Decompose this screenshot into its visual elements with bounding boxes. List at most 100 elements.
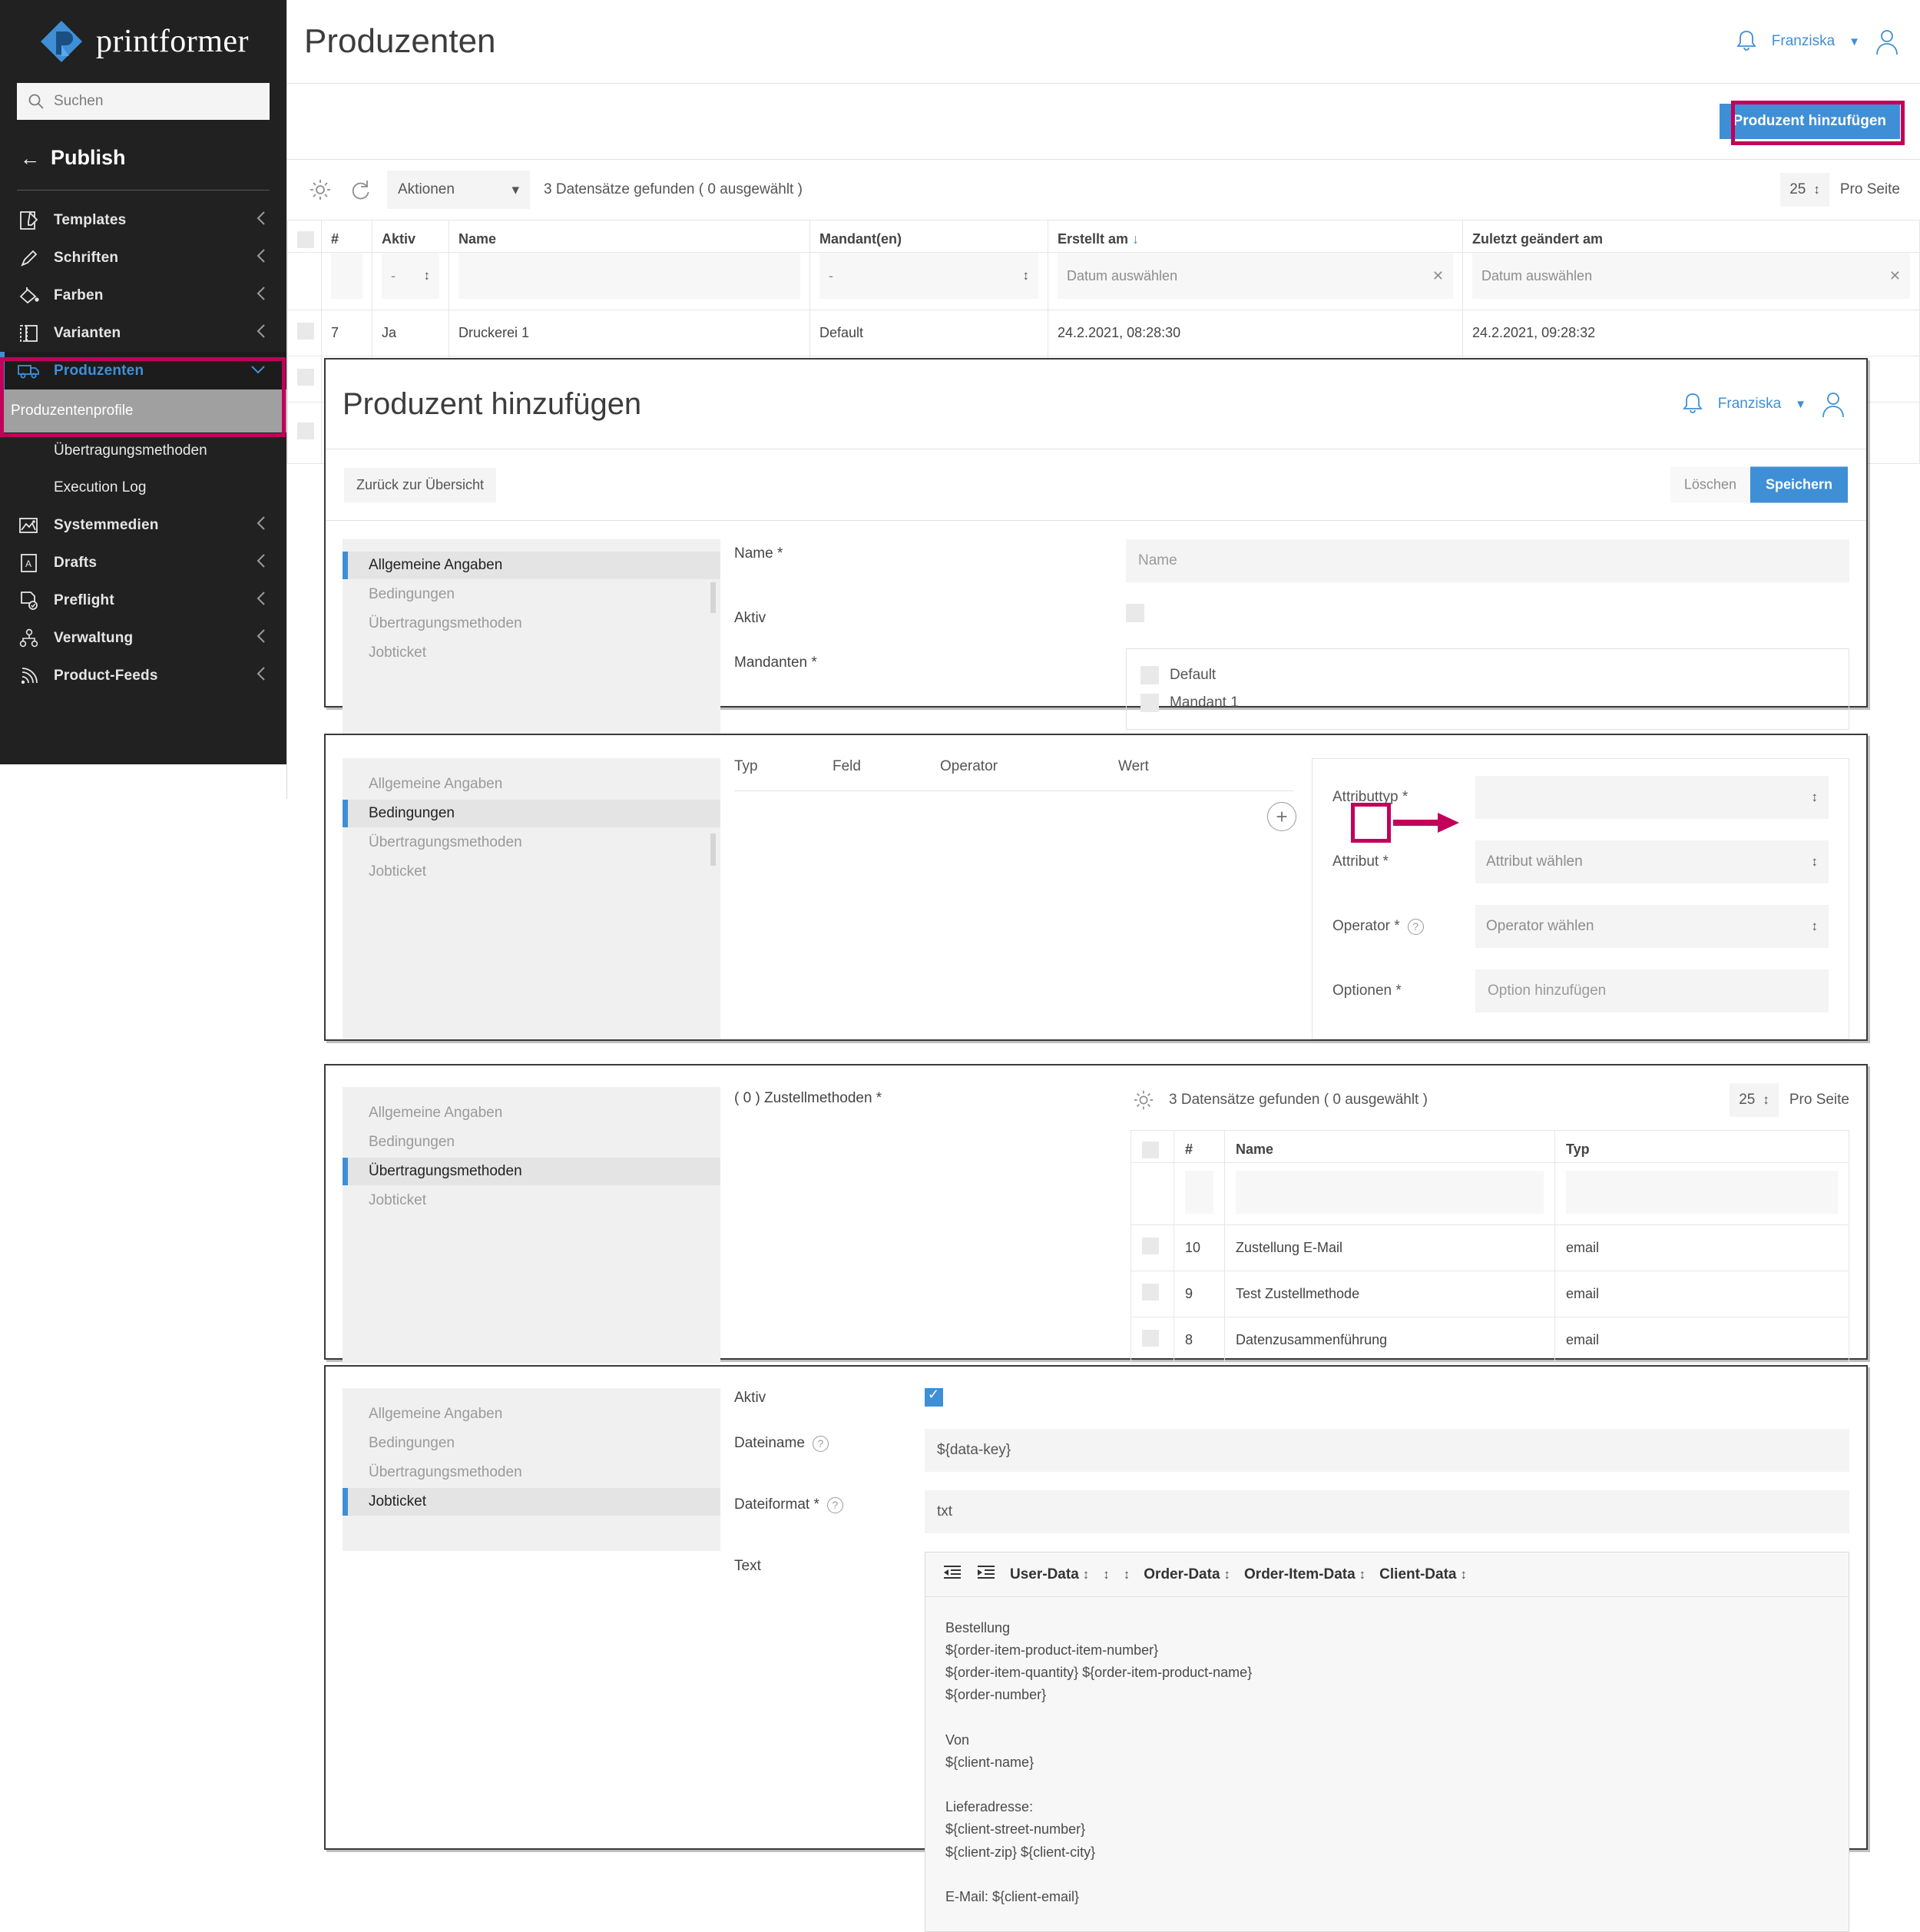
help-icon[interactable]: ?	[812, 1435, 829, 1452]
checkbox[interactable]	[1140, 694, 1159, 712]
sidebar-item-product-feeds[interactable]: Product-Feeds	[0, 657, 286, 694]
step-jobticket[interactable]: Jobticket	[343, 639, 720, 667]
step-bedingungen[interactable]: Bedingungen	[343, 800, 720, 827]
checkbox[interactable]	[297, 323, 314, 340]
token-client-data[interactable]: Client-Data ↕	[1379, 1566, 1467, 1582]
outdent-icon[interactable]	[942, 1564, 962, 1586]
col-typ[interactable]: Typ	[1554, 1130, 1849, 1163]
sidebar-item-preflight[interactable]: Preflight	[0, 582, 286, 619]
table-row[interactable]: 7 Ja Druckerei 1 Default 24.2.2021, 08:2…	[287, 310, 1920, 356]
search-input[interactable]: Suchen	[17, 83, 270, 120]
help-icon[interactable]: ?	[826, 1496, 843, 1513]
step-jobticket[interactable]: Jobticket	[343, 858, 720, 886]
token-extra-1[interactable]: ↕	[1103, 1567, 1110, 1582]
col-geaendert[interactable]: Zuletzt geändert am	[1462, 220, 1920, 253]
token-order-item-data[interactable]: Order-Item-Data ↕	[1244, 1566, 1366, 1582]
checkbox[interactable]	[1142, 1238, 1159, 1254]
sidebar-item-systemmedien[interactable]: Systemmedien	[0, 506, 286, 544]
sidebar-item-drafts[interactable]: A Drafts	[0, 544, 286, 582]
dateiname-input[interactable]: ${data-key}	[925, 1429, 1849, 1472]
sidebar-item-farben[interactable]: Farben	[0, 277, 286, 314]
avatar[interactable]	[1874, 28, 1900, 55]
col-num[interactable]: #	[321, 220, 372, 253]
col-mandant[interactable]: Mandant(en)	[809, 220, 1048, 253]
delete-button[interactable]: Löschen	[1670, 466, 1750, 503]
col-name[interactable]: Name	[1224, 1130, 1555, 1163]
checkbox[interactable]	[1142, 1284, 1159, 1301]
table-row[interactable]: 9 Test Zustellmethode email	[1130, 1271, 1849, 1317]
col-name[interactable]: Name	[449, 220, 810, 253]
token-user-data[interactable]: User-Data ↕	[1010, 1566, 1090, 1582]
table-row[interactable]: 8 Datenzusammenführung email	[1130, 1317, 1849, 1364]
step-uebertragungsmethoden[interactable]: Übertragungsmethoden	[343, 1459, 720, 1486]
filter-erstellt-datepicker[interactable]: Datum auswählen ✕	[1058, 253, 1453, 299]
row-checkbox-cell[interactable]	[1130, 1317, 1174, 1364]
row-checkbox-cell[interactable]	[287, 402, 322, 464]
col-aktiv[interactable]: Aktiv	[372, 220, 449, 253]
dateiformat-input[interactable]: txt	[925, 1490, 1849, 1533]
help-icon[interactable]: ?	[1407, 918, 1424, 935]
row-checkbox-cell[interactable]	[1130, 1271, 1174, 1317]
sidebar-item-schriften[interactable]: Schriften	[0, 239, 286, 277]
attribut-select[interactable]: Attribut wählen ↕	[1475, 840, 1829, 883]
step-allgemeine-angaben[interactable]: Allgemeine Angaben	[343, 1400, 720, 1428]
text-editor-area[interactable]: Bestellung ${order-item-product-item-num…	[925, 1597, 1849, 1932]
gear-icon[interactable]	[1130, 1087, 1157, 1113]
checkbox[interactable]	[1142, 1330, 1159, 1347]
filter-num-input[interactable]	[331, 253, 362, 299]
scrollbar-thumb[interactable]	[710, 582, 716, 613]
token-order-data[interactable]: Order-Data ↕	[1144, 1566, 1231, 1582]
filter-geaendert-datepicker[interactable]: Datum auswählen ✕	[1472, 253, 1910, 299]
select-all-header[interactable]	[287, 220, 322, 253]
brand-logo[interactable]: printformer	[0, 0, 286, 83]
optionen-input[interactable]: Option hinzufügen	[1475, 969, 1829, 1012]
notification-bell-icon[interactable]	[1681, 391, 1704, 417]
per-page-select[interactable]: 25 ↕	[1730, 1083, 1779, 1117]
step-uebertragungsmethoden[interactable]: Übertragungsmethoden	[343, 1158, 720, 1185]
checkbox[interactable]	[297, 423, 314, 439]
close-icon[interactable]: ✕	[1432, 267, 1444, 283]
refresh-icon[interactable]	[347, 177, 373, 203]
filter-name-input[interactable]	[1236, 1171, 1544, 1214]
token-extra-2[interactable]: ↕	[1124, 1567, 1130, 1582]
step-uebertragungsmethoden[interactable]: Übertragungsmethoden	[343, 610, 720, 638]
notification-bell-icon[interactable]	[1735, 28, 1758, 55]
chevron-down-icon[interactable]: ▼	[1849, 35, 1860, 48]
row-checkbox-cell[interactable]	[287, 356, 322, 403]
scrollbar-thumb[interactable]	[710, 833, 716, 866]
actions-select[interactable]: Aktionen ▾	[387, 171, 530, 209]
sidebar-item-varianten[interactable]: Varianten	[0, 314, 286, 352]
row-checkbox-cell[interactable]	[287, 310, 322, 356]
name-input[interactable]: Name	[1126, 539, 1849, 582]
select-all-header[interactable]	[1130, 1130, 1174, 1163]
step-bedingungen[interactable]: Bedingungen	[343, 1430, 720, 1457]
step-allgemeine-angaben[interactable]: Allgemeine Angaben	[343, 552, 720, 579]
save-button[interactable]: Speichern	[1750, 466, 1848, 503]
filter-aktiv-select[interactable]: - ↕	[382, 253, 439, 299]
user-name[interactable]: Franziska	[1717, 396, 1782, 412]
avatar[interactable]	[1820, 390, 1846, 418]
sidebar-item-uebertragungsmethoden[interactable]: Übertragungsmethoden	[0, 432, 286, 469]
aktiv-checkbox[interactable]	[1126, 604, 1144, 622]
checkbox[interactable]	[1140, 666, 1159, 684]
step-jobticket[interactable]: Jobticket	[343, 1488, 720, 1516]
sidebar-item-produzentenprofile[interactable]: Produzentenprofile	[0, 389, 286, 432]
checkbox[interactable]	[297, 369, 314, 386]
col-num[interactable]: #	[1174, 1130, 1225, 1163]
per-page-select[interactable]: 25 ↕	[1780, 173, 1829, 207]
checkbox[interactable]	[297, 231, 314, 248]
col-erstellt[interactable]: Erstellt am ↓	[1048, 220, 1463, 253]
step-uebertragungsmethoden[interactable]: Übertragungsmethoden	[343, 829, 720, 857]
step-allgemeine-angaben[interactable]: Allgemeine Angaben	[343, 1099, 720, 1127]
indent-icon[interactable]	[976, 1564, 996, 1586]
step-bedingungen[interactable]: Bedingungen	[343, 1128, 720, 1156]
filter-typ-input[interactable]	[1566, 1171, 1838, 1214]
gear-icon[interactable]	[307, 177, 333, 203]
mandant-option-mandant-1[interactable]: Mandant 1	[1140, 689, 1835, 717]
aktiv-checkbox[interactable]	[925, 1387, 943, 1407]
operator-select[interactable]: Operator wählen ↕	[1475, 905, 1829, 948]
sidebar-item-templates[interactable]: Templates	[0, 201, 286, 239]
plus-circle-icon[interactable]: +	[1267, 802, 1296, 831]
user-name[interactable]: Franziska	[1771, 33, 1836, 49]
row-checkbox-cell[interactable]	[1130, 1224, 1174, 1271]
